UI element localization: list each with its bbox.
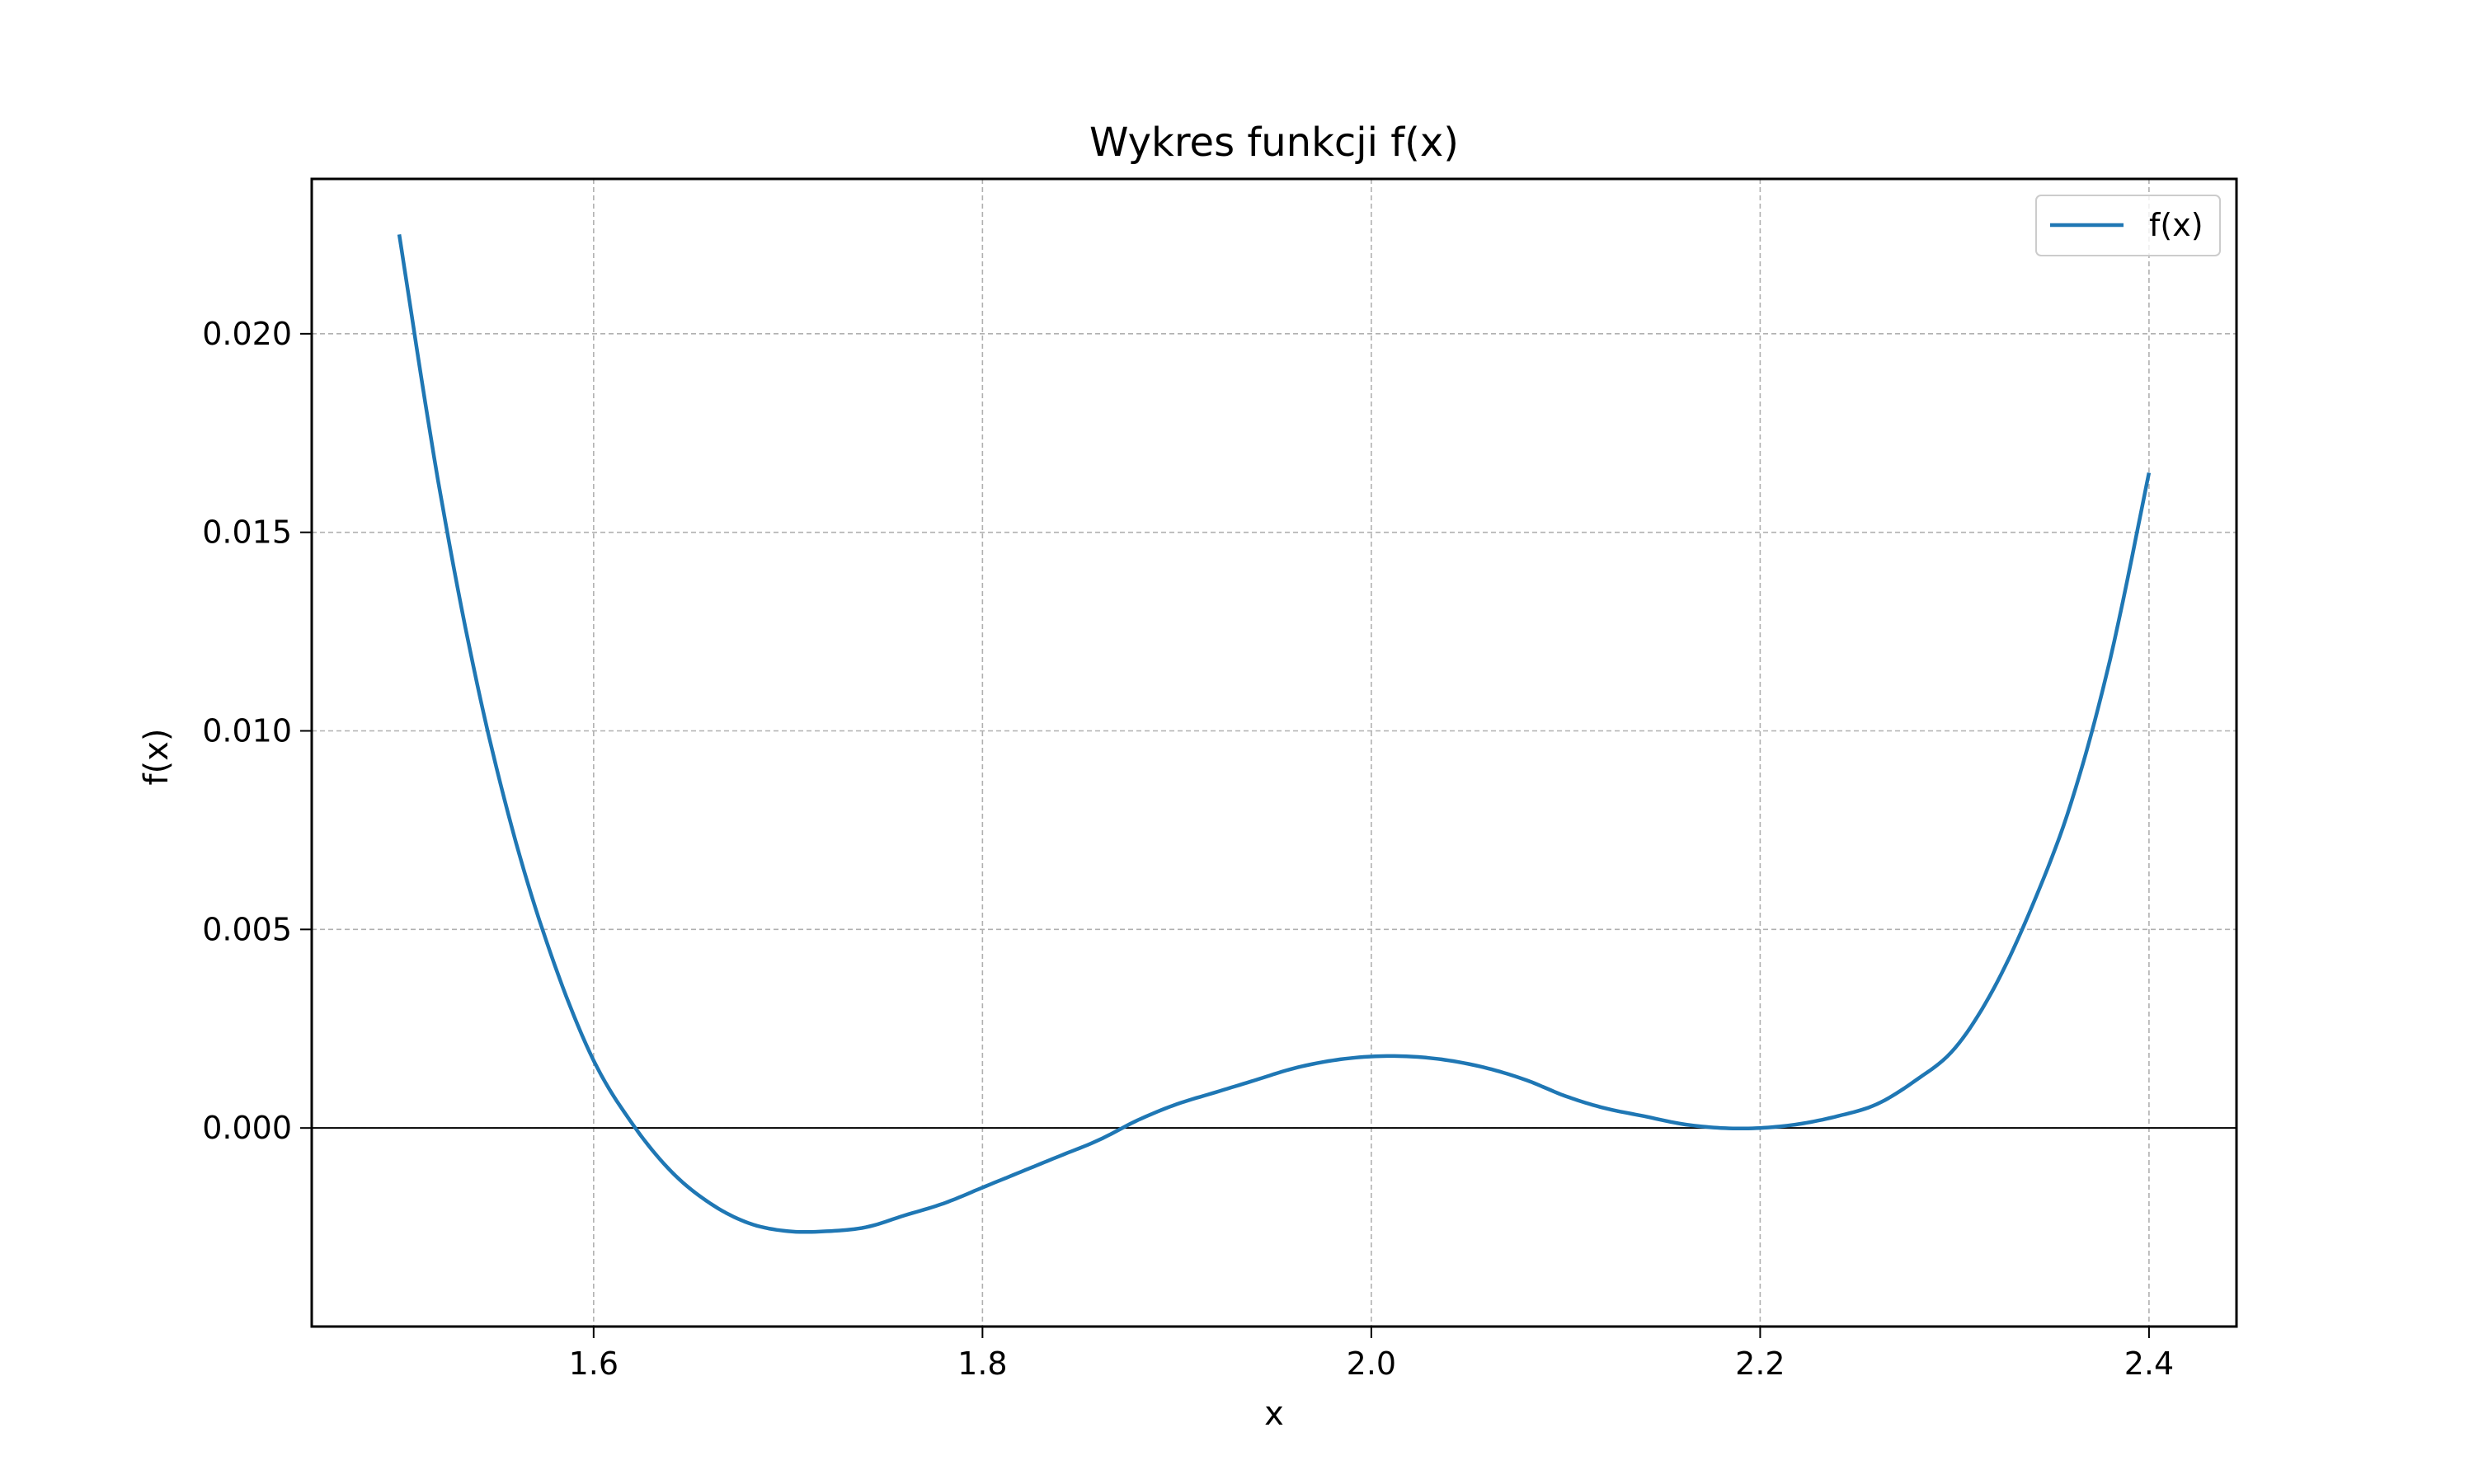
x-tick-label: 2.0 bbox=[1347, 1345, 1396, 1382]
y-tick-label: 0.015 bbox=[202, 514, 292, 551]
legend-box bbox=[2035, 195, 2221, 256]
x-tick-label: 1.8 bbox=[957, 1345, 1007, 1382]
x-axis: 1.6 1.8 2.0 2.2 2.4 bbox=[569, 1327, 2174, 1382]
y-tick-label: 0.000 bbox=[202, 1110, 292, 1146]
plot-area bbox=[310, 177, 2238, 1328]
y-tick-label: 0.020 bbox=[202, 316, 292, 352]
legend-label-fx: f(x) bbox=[2149, 207, 2204, 243]
x-tick-label: 2.2 bbox=[1735, 1345, 1785, 1382]
x-tick-label: 1.6 bbox=[569, 1345, 618, 1382]
chart-title: Wykres funkcji f(x) bbox=[1089, 120, 1459, 166]
series-line-fx bbox=[397, 234, 2152, 1234]
y-tick-label: 0.010 bbox=[202, 713, 292, 749]
legend: f(x) bbox=[2035, 195, 2221, 256]
y-axis: 0.000 0.005 0.010 0.015 0.020 bbox=[202, 316, 312, 1146]
y-axis-label: f(x) bbox=[138, 729, 176, 786]
y-tick-label: 0.005 bbox=[202, 911, 292, 947]
x-tick-label: 2.4 bbox=[2124, 1345, 2174, 1382]
plot-frame bbox=[310, 177, 2238, 1328]
x-axis-label: x bbox=[1264, 1395, 1284, 1433]
